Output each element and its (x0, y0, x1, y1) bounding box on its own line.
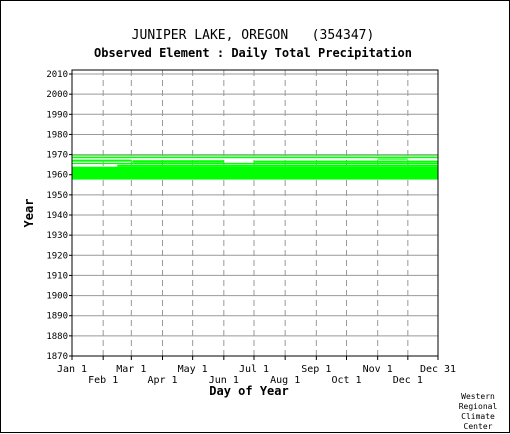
x-tick-label: Aug 1 (270, 375, 300, 386)
chart-title: JUNIPER LAKE, OREGON (354347) (132, 28, 375, 43)
plot-area-border (71, 69, 439, 357)
y-tick-label: 1970 (46, 151, 68, 161)
credit-line: Center (464, 422, 493, 431)
x-tick-label: Sep 1 (301, 364, 331, 375)
x-tick-label: Nov 1 (363, 364, 393, 375)
observed-period-band (72, 166, 438, 180)
y-tick-label: 1880 (46, 332, 68, 342)
x-tick-label: Dec 1 (393, 375, 423, 386)
y-tick-label: 1890 (46, 312, 68, 322)
x-tick-label: Mar 1 (116, 364, 146, 375)
observed-period-band (72, 155, 438, 157)
y-axis-ticks: 1870 1880 1890 1900 1910 1920 1930 1940 1950 1960… (46, 70, 72, 362)
y-tick-label: 1920 (46, 251, 68, 261)
x-axis-label: Day of Year (209, 384, 288, 398)
x-tick-label: Apr 1 (147, 375, 177, 386)
y-tick-label: 1910 (46, 271, 68, 281)
y-tick-label: 1870 (46, 352, 68, 362)
x-tick-label: Jun 1 (209, 375, 239, 386)
credit-line: Climate (461, 412, 495, 421)
y-tick-label: 1930 (46, 231, 68, 241)
x-tick-label: Oct 1 (331, 375, 361, 386)
y-tick-label: 2010 (46, 70, 68, 80)
y-tick-label: 1950 (46, 191, 68, 201)
observed-period-band (253, 160, 438, 163)
observed-period-band (72, 159, 132, 162)
observed-period-band (72, 162, 438, 165)
y-tick-label: 1980 (46, 130, 68, 140)
y-tick-label: 1900 (46, 292, 68, 302)
observed-period-band (377, 158, 408, 160)
y-tick-label: 1990 (46, 110, 68, 120)
x-tick-label: May 1 (178, 364, 208, 375)
y-tick-label: 1940 (46, 211, 68, 221)
x-tick-label: Jul 1 (239, 364, 269, 375)
y-axis-label: Year (22, 199, 36, 228)
chart-subtitle: Observed Element : Daily Total Precipita… (94, 46, 412, 60)
x-axis-ticks: Jan 1 Mar 1 May 1 Jul 1 Sep 1 Nov 1 Dec 31 Feb … (57, 356, 456, 386)
y-tick-label: 2000 (46, 90, 68, 100)
x-tick-label: Dec 31 (420, 364, 456, 375)
observed-data (72, 155, 438, 180)
x-tick-label: Jan 1 (57, 364, 87, 375)
x-tick-label: Feb 1 (88, 375, 118, 386)
credit-line: Western (461, 392, 495, 401)
grid-lines (72, 70, 438, 357)
observed-period-band (132, 160, 224, 163)
y-tick-label: 1960 (46, 171, 68, 181)
observed-period-band (117, 164, 438, 167)
observed-period-band (72, 157, 438, 159)
credit-line: Regional (459, 402, 498, 411)
